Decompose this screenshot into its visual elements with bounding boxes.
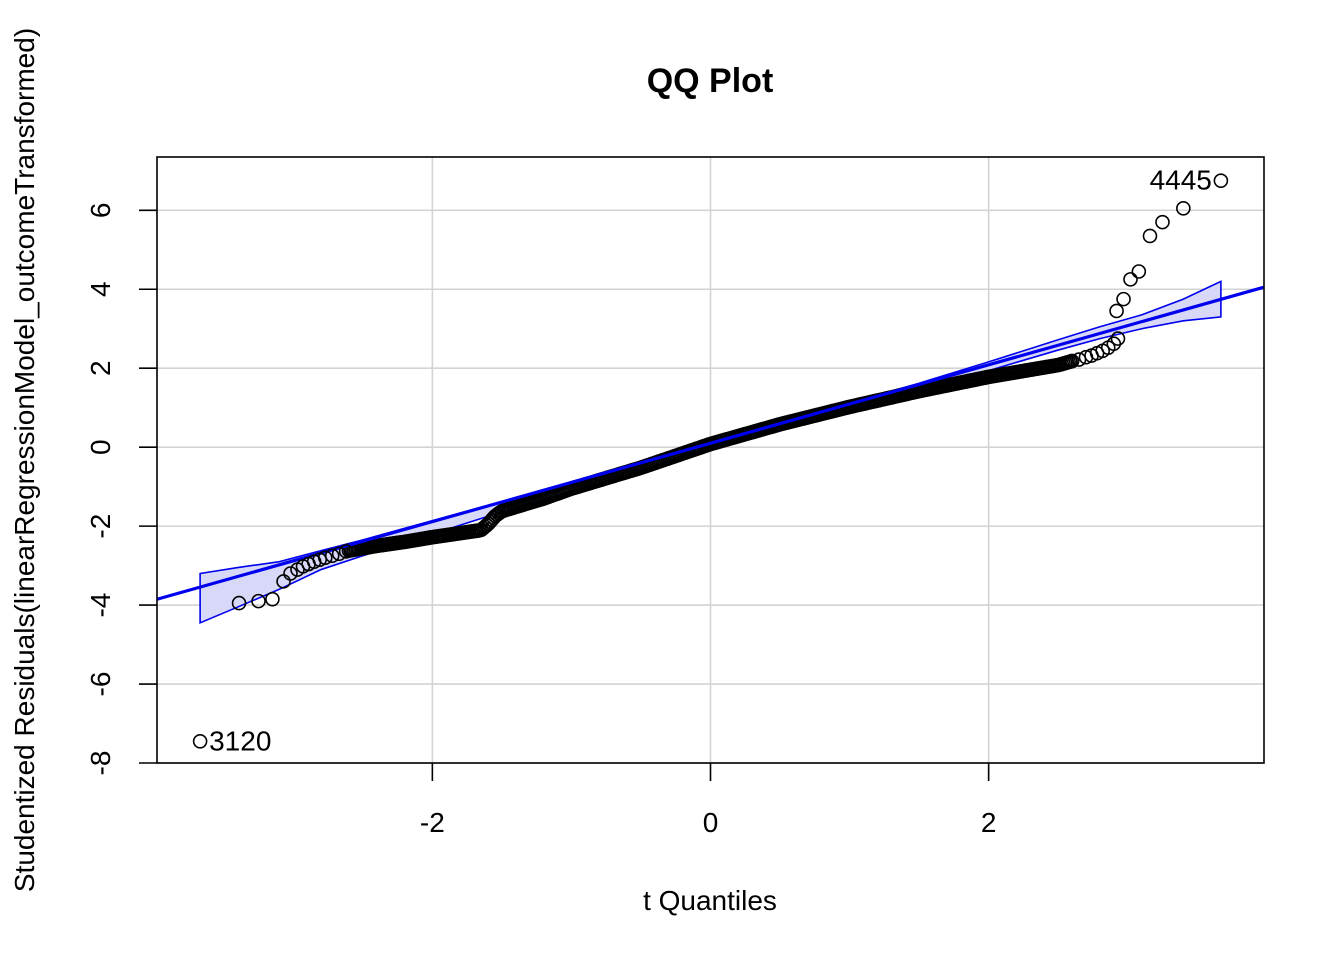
- data-point: [251, 593, 266, 609]
- y-tick-label: -6: [85, 672, 116, 697]
- data-point: [283, 566, 298, 581]
- y-tick-label: 2: [85, 360, 116, 376]
- data-point: [192, 733, 208, 749]
- y-tick-label: -4: [85, 593, 116, 618]
- y-tick-label: -8: [85, 751, 116, 776]
- chart-title: QQ Plot: [647, 62, 774, 100]
- data-point: [1109, 303, 1124, 319]
- data-point: [1106, 336, 1122, 352]
- data-point: [338, 544, 354, 559]
- data-point: [1213, 173, 1229, 188]
- data-point: [1131, 264, 1147, 279]
- point-label: 3120: [209, 725, 271, 756]
- dense-points: [341, 353, 1080, 558]
- x-tick-label: 0: [703, 807, 719, 838]
- data-point: [1116, 291, 1131, 307]
- data-point: [1155, 214, 1170, 230]
- x-axis-label: t Quantiles: [643, 885, 777, 916]
- y-tick-label: 6: [85, 203, 116, 219]
- point-label: 4445: [1150, 165, 1212, 196]
- data-point: [1110, 331, 1126, 346]
- points: 3120 4445: [192, 165, 1229, 756]
- y-tick-label: 4: [85, 281, 116, 297]
- data-point: [331, 546, 347, 562]
- x-tick-label: 2: [981, 807, 997, 838]
- x-tick-label: -2: [420, 807, 445, 838]
- data-point: [1123, 272, 1138, 287]
- data-point: [265, 591, 280, 607]
- y-tick-label: -2: [85, 514, 116, 539]
- axes: -2 0 2 -8 -6 -4 -2 0 2 4 6: [85, 203, 996, 838]
- y-tick-label: 0: [85, 439, 116, 455]
- y-axis-label: Studentized Residuals(linearRegressionMo…: [9, 28, 40, 892]
- data-point: [1142, 228, 1158, 244]
- data-point: [1064, 353, 1080, 369]
- grid: [157, 157, 1264, 764]
- data-point: [231, 595, 247, 611]
- data-point: [1176, 201, 1191, 216]
- data-point: [324, 548, 340, 564]
- data-point: [317, 550, 333, 566]
